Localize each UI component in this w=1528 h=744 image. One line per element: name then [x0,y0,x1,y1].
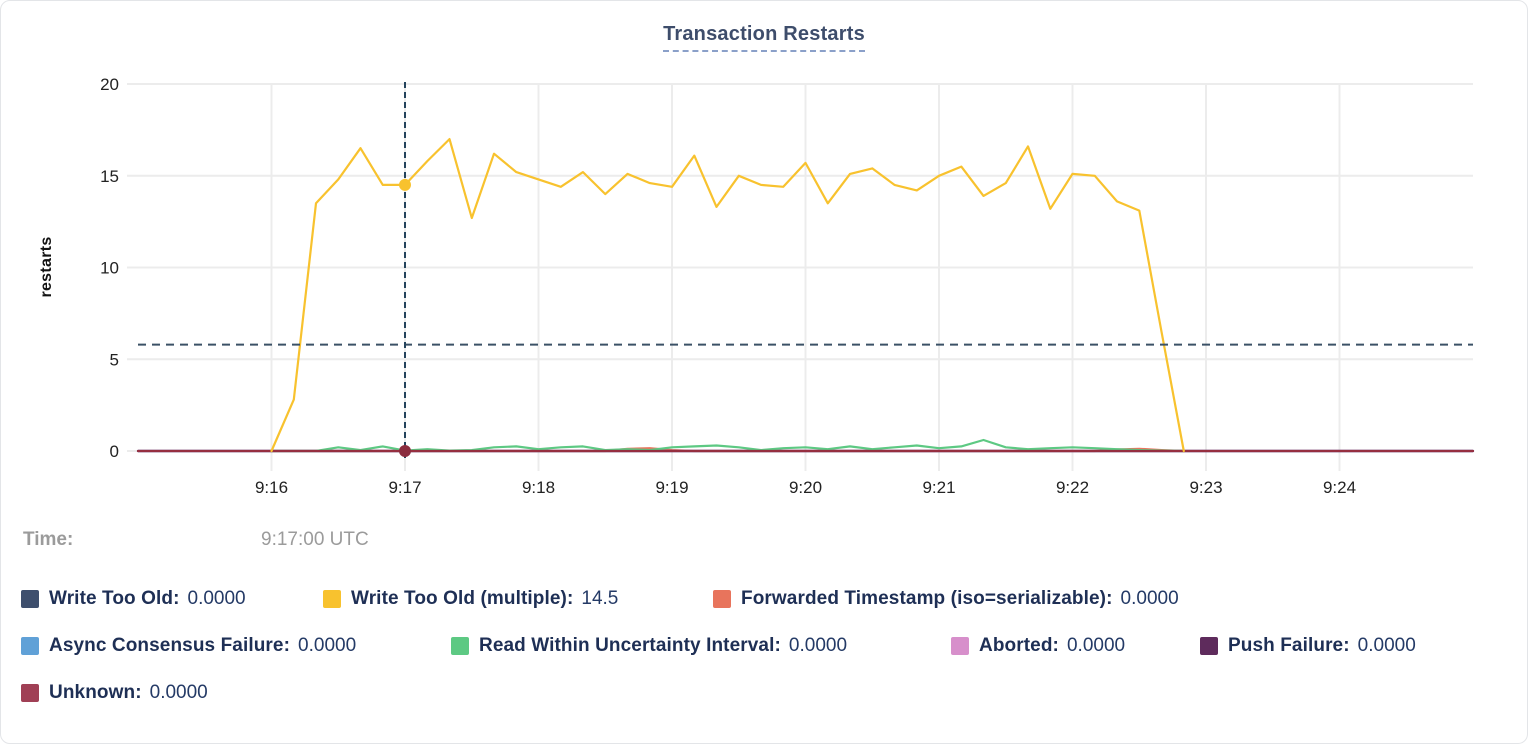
series-line-read-within-uncertainty-interval [270,438,1185,453]
legend-item: Push Failure: 0.0000 [1200,634,1416,658]
legend-item: Unknown: 0.0000 [21,681,208,705]
legend-item: Write Too Old (multiple): 14.5 [323,587,618,611]
x-tick-label: 9:24 [1323,478,1356,497]
x-tick-label: 9:16 [255,478,288,497]
legend-item: Forwarded Timestamp (iso=serializable): 0… [713,587,1179,611]
y-tick-label: 15 [100,167,119,186]
legend-series-label: Write Too Old (multiple): [351,588,574,609]
legend-series-value: 0.0000 [187,588,246,609]
legend-swatch [951,637,969,655]
legend-swatch [21,590,39,608]
legend-swatch [713,590,731,608]
x-tick-label: 9:21 [922,478,955,497]
tooltip-time-value: 9:17:00 UTC [261,529,369,550]
x-tick-label: 9:17 [388,478,421,497]
legend-series-value: 0.0000 [298,635,357,656]
hover-marker-unknown [399,445,411,457]
y-tick-label: 10 [100,259,119,278]
hover-marker-write-too-old-multiple [399,178,411,191]
x-tick-label: 9:23 [1189,478,1222,497]
tooltip-time-label: Time: [23,529,74,550]
y-tick-label: 0 [110,442,119,461]
legend-series-value: 14.5 [581,588,619,609]
x-tick-label: 9:22 [1056,478,1089,497]
legend-series-value: 0.0000 [788,635,848,656]
chart-title[interactable]: Transaction Restarts [663,23,865,52]
x-tick-label: 9:19 [655,478,688,497]
chart-header: Transaction Restarts [1,23,1527,52]
y-tick-label: 5 [110,350,119,369]
legend-series-label: Aborted: [979,635,1059,656]
legend-item: Write Too Old: 0.0000 [21,587,246,611]
legend-swatch [21,637,39,655]
legend-series-label: Forwarded Timestamp (iso=serializable): [741,588,1113,609]
legend-series-label: Read Within Uncertainty Interval: [479,635,781,656]
legend-series-value: 0.0000 [149,682,208,703]
legend-item: Aborted: 0.0000 [951,634,1125,658]
legend-series-value: 0.0000 [1066,635,1126,656]
legend-series-label: Async Consensus Failure: [49,635,291,656]
legend-item: Read Within Uncertainty Interval: 0.0000 [451,634,847,658]
legend-swatch [1200,637,1218,655]
x-tick-label: 9:20 [789,478,822,497]
series-line-write-too-old-multiple [270,138,1185,453]
legend-series-value: 0.0000 [1120,588,1179,609]
transaction-restarts-chart[interactable]: 0 5 10 15 20 9:16 9:17 9:18 9:19 9:20 9:21 9:22 9:23… [1,1,1527,513]
y-tick-label: 20 [100,75,119,94]
legend-swatch [323,590,341,608]
legend-series-label: Write Too Old: [49,588,180,609]
legend-item: Async Consensus Failure: 0.0000 [21,634,356,658]
legend-swatch [451,637,469,655]
legend-series-label: Unknown: [49,682,142,703]
legend-series-label: Push Failure: [1228,635,1350,656]
legend-swatch [21,684,39,702]
legend-series-value: 0.0000 [1357,635,1416,656]
x-tick-label: 9:18 [522,478,555,497]
